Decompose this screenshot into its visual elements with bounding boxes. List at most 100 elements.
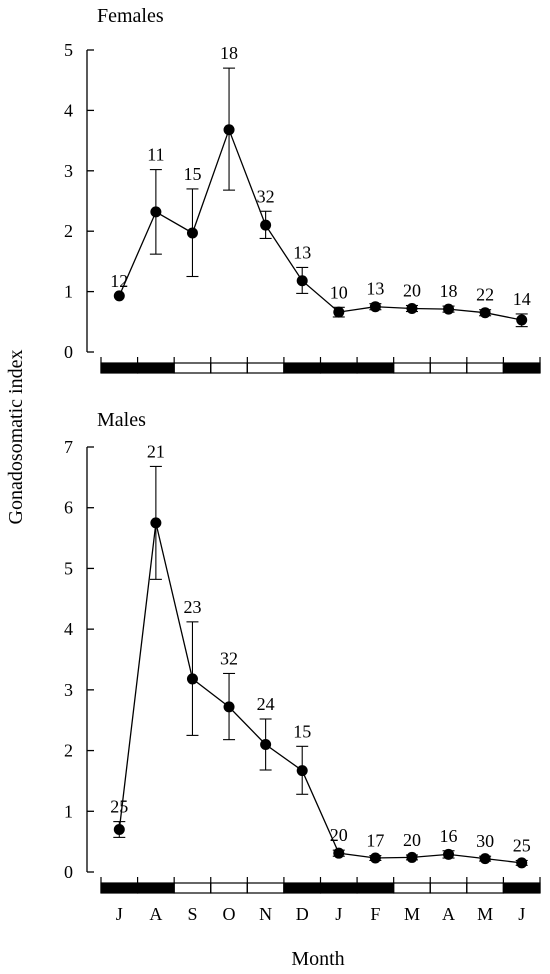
- data-point: [223, 701, 235, 713]
- data-point: [296, 275, 308, 287]
- season-bar-segment: [100, 882, 139, 894]
- data-point: [113, 290, 125, 302]
- x-tick-label: M: [477, 904, 493, 924]
- x-tick-label: S: [187, 904, 197, 924]
- x-tick-label: A: [442, 904, 455, 924]
- series-line: [118, 522, 522, 864]
- y-tick-label: 5: [64, 558, 73, 578]
- season-bar-segment: [246, 362, 285, 374]
- data-point: [150, 517, 162, 529]
- season-bar-segment: [502, 362, 541, 374]
- x-axis-title: Month: [291, 948, 344, 970]
- season-bar-segment: [393, 882, 431, 894]
- x-tick-label: D: [296, 904, 309, 924]
- sample-size-label: 13: [293, 242, 311, 262]
- panel-title: Males: [97, 409, 146, 431]
- season-bar-segment: [100, 362, 139, 374]
- season-bar-segment: [173, 362, 212, 374]
- x-tick-label: M: [404, 904, 420, 924]
- x-tick-label: J: [518, 904, 525, 924]
- y-tick-label: 0: [64, 862, 73, 882]
- sample-size-label: 10: [330, 282, 348, 302]
- sample-size-label: 18: [220, 43, 238, 63]
- season-bar-segment: [466, 882, 505, 894]
- season-bar-segment: [136, 882, 175, 894]
- data-point: [406, 851, 418, 863]
- data-point: [369, 852, 381, 864]
- y-tick-label: 4: [64, 100, 73, 120]
- data-point: [150, 206, 162, 218]
- sample-size-label: 32: [257, 186, 275, 206]
- sample-size-label: 20: [330, 825, 348, 845]
- y-tick-label: 1: [64, 282, 73, 302]
- sample-size-label: 25: [513, 835, 531, 855]
- sample-size-label: 14: [513, 289, 531, 309]
- season-bar-segment: [356, 882, 395, 894]
- x-tick-label: J: [335, 904, 342, 924]
- season-bar-segment: [466, 362, 505, 374]
- x-tick-label: O: [223, 904, 236, 924]
- data-point: [443, 848, 455, 860]
- season-bar-segment: [173, 882, 212, 894]
- y-tick-label: 2: [64, 221, 73, 241]
- y-tick-label: 0: [64, 342, 73, 362]
- data-point: [260, 219, 272, 231]
- season-bar-segment: [283, 362, 322, 374]
- x-tick-label: A: [149, 904, 162, 924]
- sample-size-label: 24: [257, 694, 275, 714]
- sample-size-label: 21: [147, 441, 165, 461]
- sample-size-label: 11: [147, 145, 164, 165]
- y-tick-label: 2: [64, 741, 73, 761]
- data-point: [443, 303, 455, 315]
- x-tick-label: N: [259, 904, 272, 924]
- data-point: [296, 765, 308, 777]
- sample-size-label: 23: [183, 597, 201, 617]
- y-tick-label: 3: [64, 161, 73, 181]
- panel-title: Females: [97, 5, 164, 27]
- data-point: [406, 303, 418, 315]
- data-point: [516, 857, 528, 869]
- data-point: [369, 301, 381, 313]
- sample-size-label: 30: [476, 831, 494, 851]
- season-bar-segment: [319, 362, 358, 374]
- sample-size-label: 15: [183, 164, 201, 184]
- data-point: [516, 314, 528, 326]
- sample-size-label: 18: [440, 281, 458, 301]
- data-point: [186, 227, 198, 239]
- sample-size-label: 22: [476, 285, 494, 305]
- sample-size-label: 15: [293, 721, 311, 741]
- sample-size-label: 17: [366, 831, 384, 851]
- sample-size-label: 20: [403, 280, 421, 300]
- data-point: [333, 306, 345, 318]
- data-point: [333, 847, 345, 859]
- season-bar-segment: [210, 882, 248, 894]
- season-bar-segment: [502, 882, 541, 894]
- sample-size-label: 32: [220, 648, 238, 668]
- season-bar-segment: [356, 362, 395, 374]
- data-point: [479, 853, 491, 865]
- data-point: [113, 824, 125, 835]
- season-bar-segment: [393, 362, 431, 374]
- season-bar-segment: [246, 882, 285, 894]
- sample-size-label: 13: [366, 279, 384, 299]
- season-bar-segment: [429, 882, 468, 894]
- season-bar-segment: [283, 882, 322, 894]
- sample-size-label: 25: [110, 797, 128, 817]
- x-tick-label: J: [116, 904, 123, 924]
- data-point: [260, 739, 272, 750]
- y-tick-label: 3: [64, 680, 73, 700]
- season-bar-segment: [136, 362, 175, 374]
- series-line: [118, 127, 522, 321]
- data-point: [479, 307, 491, 319]
- data-point: [223, 124, 235, 136]
- sample-size-label: 12: [110, 271, 128, 291]
- y-tick-label: 4: [64, 619, 73, 639]
- sample-size-label: 20: [403, 830, 421, 850]
- season-bar-segment: [210, 362, 248, 374]
- y-tick-label: 1: [64, 801, 73, 821]
- season-bar-segment: [319, 882, 358, 894]
- data-point: [186, 673, 198, 685]
